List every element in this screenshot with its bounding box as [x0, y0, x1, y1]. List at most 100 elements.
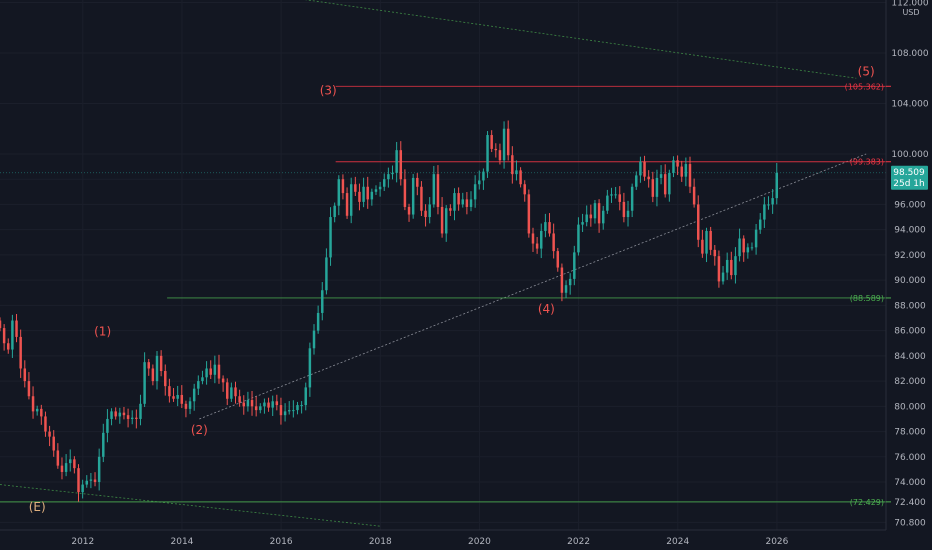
candle-body [287, 410, 291, 412]
candle-body [449, 208, 452, 211]
candle-body [19, 336, 22, 369]
candle-body [606, 195, 609, 211]
candle-body [126, 415, 130, 419]
candle-body [176, 394, 179, 399]
candle-body [622, 201, 626, 218]
candle-body [742, 238, 745, 253]
candle-body [164, 371, 167, 387]
candle-body [254, 406, 258, 411]
price-axis-ticks: 70.800 72.400 74.000 76.000 78.000 80.000 82.0… [891, 0, 928, 528]
candle-body [217, 364, 221, 379]
candle-body [593, 203, 597, 219]
candle-body [568, 278, 572, 286]
candle-body [440, 206, 444, 234]
candle-body [11, 320, 14, 350]
candle-body [639, 161, 642, 176]
candle-body [89, 479, 93, 481]
candle-body [680, 166, 683, 177]
price-axis-panel[interactable] [886, 0, 932, 530]
candle-body [589, 214, 593, 219]
wave-label: (1) [94, 325, 111, 339]
candle-body [159, 355, 163, 371]
candle-body [647, 176, 650, 180]
candle-body [0, 320, 2, 329]
y-tick-label: 92.000 [894, 251, 926, 261]
candle-body [56, 450, 60, 466]
trendline [0, 484, 381, 527]
candle-body [688, 164, 692, 187]
candle-body [734, 256, 737, 276]
candle-body [560, 267, 564, 293]
candle-body [626, 210, 630, 218]
candle-body [333, 205, 336, 218]
candle-body [110, 411, 113, 419]
candle-body [106, 418, 109, 433]
candle-body [226, 382, 229, 399]
time-axis-ticks: 2012 2014 2016 2018 2020 2022 2024 2026 [71, 537, 788, 547]
candle-body [7, 343, 10, 350]
candle-body [151, 368, 155, 382]
x-tick-label: 2014 [171, 537, 194, 547]
candle-body [775, 172, 778, 199]
candle-body [610, 194, 613, 196]
candle-body [701, 239, 704, 254]
candle-body [763, 204, 766, 220]
candle-body [531, 233, 535, 244]
horizontal-levels: (105.362) (99.383) (88.589) (72.429) [0, 82, 886, 507]
candle-body [630, 186, 634, 211]
candle-body [308, 348, 312, 388]
candle-body [64, 463, 68, 472]
candle-body [118, 412, 122, 417]
candle-body [465, 199, 469, 207]
candle-body [461, 199, 464, 205]
candle-body [597, 203, 601, 224]
wave-label: (5) [858, 65, 875, 79]
y-tick-label: 100.000 [891, 150, 928, 160]
candle-body [209, 368, 212, 375]
candle-body [738, 238, 741, 257]
candle-body [717, 256, 721, 282]
y-tick-label: 80.000 [894, 402, 926, 412]
candle-body [329, 217, 332, 258]
candle-body [205, 368, 208, 378]
candle-body [213, 364, 217, 375]
candle-body [635, 175, 638, 187]
candle-body [221, 378, 225, 383]
candle-body [614, 194, 617, 196]
level-label: (72.429) [850, 498, 884, 507]
candle-body [168, 386, 171, 397]
candle-body [469, 199, 473, 207]
candle-body [730, 259, 733, 276]
candle-body [490, 135, 493, 149]
current-price-value: 98.509 [893, 168, 925, 178]
candle-body [349, 184, 353, 216]
y-tick-label: 76.000 [894, 453, 926, 463]
candle-body [540, 230, 543, 249]
candle-body [424, 210, 427, 218]
x-tick-label: 2016 [270, 537, 293, 547]
level-tags [886, 85, 891, 503]
candle-body [341, 179, 345, 194]
candle-body [713, 249, 717, 257]
candle-body [292, 410, 295, 412]
candle-body [73, 459, 76, 469]
candle-body [358, 191, 361, 202]
candle-body [663, 174, 667, 195]
time-axis-panel[interactable] [0, 530, 886, 550]
candle-body [321, 290, 324, 313]
candle-body [130, 417, 134, 419]
candle-body [676, 160, 679, 167]
current-price-countdown: 25d 1h [893, 179, 924, 189]
candle-body [573, 252, 576, 279]
y-tick-label: 104.000 [891, 99, 928, 109]
candle-body [399, 150, 403, 180]
candle-body [482, 171, 485, 181]
candle-body [279, 405, 283, 416]
candle-body [556, 251, 560, 268]
x-tick-label: 2026 [765, 537, 788, 547]
candle-body [659, 174, 663, 178]
candle-body [374, 189, 378, 192]
candle-body [436, 174, 440, 207]
candle-body [544, 222, 547, 231]
